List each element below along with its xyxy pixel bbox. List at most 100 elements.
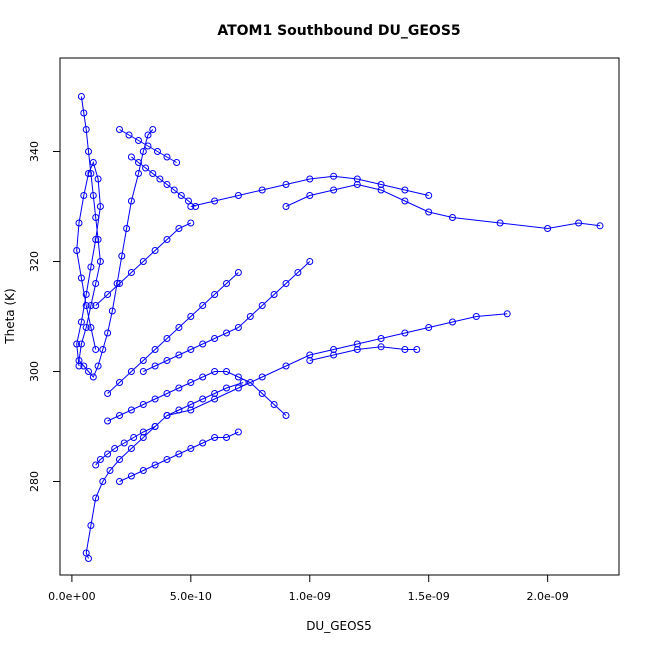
data-point bbox=[223, 368, 230, 375]
data-point bbox=[87, 302, 95, 309]
data-point bbox=[330, 172, 338, 180]
data-point bbox=[175, 351, 183, 359]
data-point bbox=[139, 428, 147, 436]
x-axis: 0.0e+00 5.0e-10 1.0e-09 1.5e-09 2.0e-09 bbox=[48, 574, 569, 603]
data-point bbox=[151, 395, 159, 403]
data-point bbox=[139, 148, 147, 155]
data-point bbox=[173, 159, 181, 166]
data-point bbox=[139, 467, 147, 474]
data-point bbox=[118, 252, 126, 260]
data-point bbox=[116, 379, 123, 386]
data-point bbox=[127, 472, 135, 480]
data-point bbox=[496, 219, 504, 227]
data-point bbox=[472, 313, 480, 320]
data-point bbox=[377, 181, 385, 188]
data-point bbox=[130, 434, 138, 441]
data-point bbox=[139, 258, 147, 265]
data-point bbox=[120, 439, 128, 447]
data-point bbox=[211, 395, 219, 403]
data-point bbox=[151, 423, 159, 430]
data-point bbox=[544, 225, 552, 232]
data-point bbox=[80, 109, 88, 117]
y-tick-label: 340 bbox=[28, 141, 41, 162]
data-point bbox=[82, 291, 90, 298]
data-point bbox=[187, 313, 195, 320]
data-point bbox=[99, 346, 107, 353]
data-point bbox=[94, 175, 102, 183]
series-9-line bbox=[166, 313, 508, 416]
data-point bbox=[199, 302, 207, 309]
data-point bbox=[175, 384, 183, 392]
series-5-line bbox=[143, 261, 311, 372]
data-point bbox=[353, 346, 361, 353]
data-point bbox=[306, 357, 314, 364]
data-point bbox=[151, 247, 159, 254]
data-point bbox=[192, 203, 200, 210]
data-point bbox=[377, 335, 385, 342]
data-point bbox=[199, 340, 207, 348]
data-point bbox=[87, 324, 95, 331]
data-point bbox=[223, 384, 230, 392]
data-point bbox=[99, 478, 107, 485]
data-point bbox=[96, 258, 104, 265]
data-point bbox=[77, 318, 85, 326]
data-point bbox=[246, 379, 254, 386]
series-8-line bbox=[107, 272, 239, 394]
data-point bbox=[104, 329, 112, 337]
data-point bbox=[330, 351, 338, 359]
data-point bbox=[139, 401, 147, 408]
data-point bbox=[116, 478, 123, 485]
data-point bbox=[127, 368, 135, 375]
data-point bbox=[87, 522, 95, 529]
data-point bbox=[401, 197, 409, 205]
data-point bbox=[234, 269, 242, 276]
data-point bbox=[199, 395, 207, 403]
data-point bbox=[89, 159, 97, 166]
series-7-line bbox=[190, 175, 429, 207]
data-point bbox=[82, 549, 90, 557]
y-tick-label: 300 bbox=[28, 361, 41, 382]
data-point bbox=[127, 269, 135, 276]
data-point bbox=[425, 208, 433, 216]
data-point bbox=[187, 445, 195, 452]
data-point bbox=[575, 219, 583, 227]
series-10-line bbox=[95, 222, 192, 306]
data-point bbox=[116, 126, 123, 133]
data-point bbox=[211, 434, 219, 441]
data-point bbox=[75, 219, 83, 227]
data-point bbox=[413, 346, 421, 353]
series-0-line bbox=[78, 96, 154, 378]
data-point bbox=[149, 126, 157, 133]
data-point bbox=[377, 343, 385, 351]
data-point bbox=[82, 302, 90, 309]
data-point bbox=[596, 222, 604, 230]
data-point bbox=[177, 192, 185, 199]
data-point bbox=[92, 302, 100, 309]
data-point bbox=[96, 203, 104, 210]
data-point bbox=[111, 445, 119, 452]
data-point bbox=[503, 310, 511, 318]
data-point bbox=[258, 186, 266, 194]
series-layer bbox=[73, 93, 604, 562]
data-point bbox=[106, 467, 114, 474]
data-point bbox=[401, 329, 409, 337]
data-point bbox=[144, 131, 152, 139]
data-point bbox=[306, 258, 314, 265]
data-point bbox=[282, 362, 290, 370]
data-point bbox=[80, 362, 88, 370]
data-point bbox=[163, 357, 171, 364]
data-point bbox=[425, 324, 433, 331]
data-point bbox=[125, 131, 133, 139]
series-12-line bbox=[309, 346, 417, 361]
y-axis-label: Theta (K) bbox=[3, 288, 17, 344]
data-point bbox=[135, 170, 142, 177]
data-point bbox=[80, 192, 88, 199]
data-point bbox=[82, 126, 90, 133]
x-tick-label: 5.0e-10 bbox=[170, 590, 212, 603]
data-point bbox=[108, 307, 116, 315]
data-point bbox=[94, 362, 102, 370]
data-point bbox=[94, 236, 102, 243]
data-point bbox=[89, 192, 97, 199]
data-point bbox=[77, 340, 85, 348]
